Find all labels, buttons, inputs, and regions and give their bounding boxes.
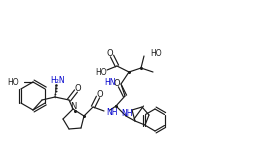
Text: HO: HO	[150, 49, 162, 57]
Text: O: O	[75, 83, 81, 93]
Text: O: O	[114, 79, 120, 87]
Text: H₂N: H₂N	[51, 75, 65, 85]
Text: O: O	[97, 89, 103, 99]
Text: NH: NH	[121, 109, 133, 118]
Text: O: O	[107, 49, 113, 57]
Text: HO: HO	[7, 77, 19, 87]
Text: NH: NH	[106, 107, 118, 116]
Text: HO: HO	[95, 67, 107, 77]
Text: HN: HN	[105, 77, 116, 87]
Text: N: N	[70, 101, 76, 111]
